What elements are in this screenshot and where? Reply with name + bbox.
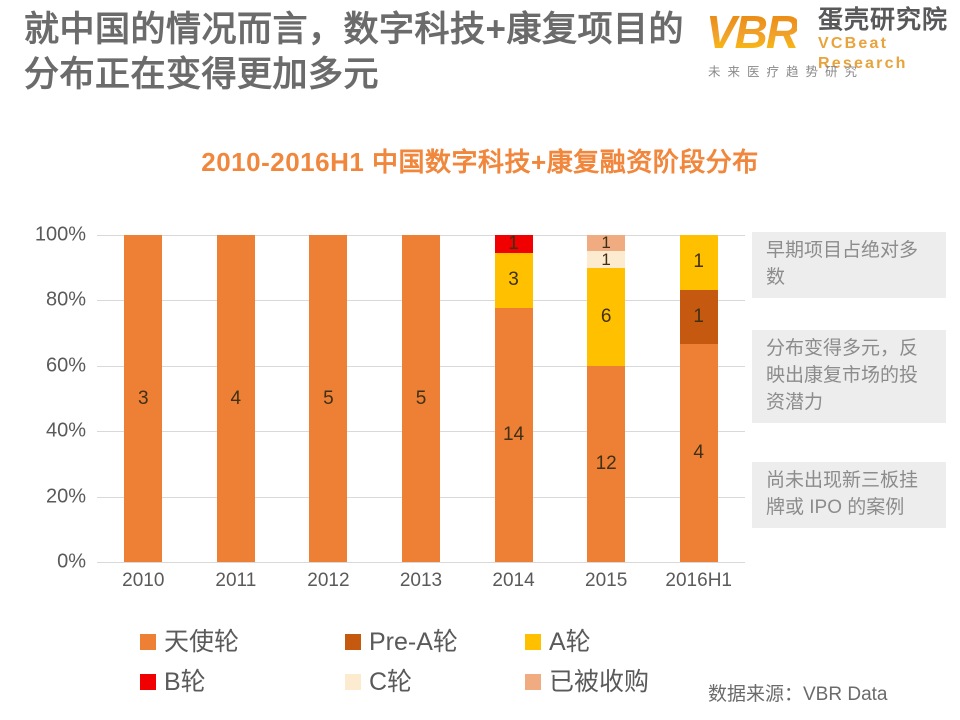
annotation-diversification: 分布变得多元，反映出康复市场的投资潜力 [752,330,946,423]
legend-swatch-icon [345,674,361,690]
legend-item[interactable]: Pre-A轮 [345,627,458,656]
bar-segment[interactable]: 5 [402,235,440,562]
legend-swatch-icon [525,634,541,650]
x-axis-tick-label: 2012 [307,570,350,591]
bar-segment[interactable]: 4 [216,235,255,562]
legend-row: B轮 C轮 已被收购 [140,662,700,702]
x-axis-tick-label: 2013 [399,570,443,591]
bar-stack[interactable]: 14 3 1 [494,233,533,562]
vbr-logo: VBR 蛋壳研究院 VCBeat Research 未来医疗趋势研究 [706,6,954,82]
y-axis-tick-label: 0% [57,550,86,573]
legend-label: 天使轮 [164,627,240,656]
legend-label: B轮 [164,667,206,696]
annotation-no-ipo: 尚未出现新三板挂牌或 IPO 的案例 [752,462,946,528]
x-axis-tick-label: 2011 [215,570,257,591]
legend-swatch-icon [140,674,156,690]
bar-segment[interactable]: 14 [494,307,533,562]
bar-segment[interactable]: 1 [587,250,626,269]
bar-segment[interactable]: 1 [494,233,533,254]
legend-label: 已被收购 [549,667,650,696]
page-title: 就中国的情况而言，数字科技+康复项目的分布正在变得更加多元 [24,10,684,94]
legend-row: 天使轮 Pre-A轮 A轮 [140,622,700,662]
legend-label: C轮 [369,667,413,696]
legend-swatch-icon [140,634,156,650]
chart-gridline [97,562,745,563]
bar-segment[interactable]: 1 [587,233,626,252]
logo-name-en: VCBeat Research [818,35,908,72]
legend-item[interactable]: A轮 [525,627,591,656]
logo-name-cn: 蛋壳研究院 [818,6,949,34]
data-source-label: 数据来源：VBR Data [708,684,888,705]
y-axis-tick-label: 100% [34,223,86,246]
bar-stack[interactable]: 5 [309,235,348,562]
y-axis-tick-label: 20% [45,485,86,508]
chart-title: 2010-2016H1 中国数字科技+康复融资阶段分布 [201,147,759,177]
chart-legend: 天使轮 Pre-A轮 A轮 B轮 C轮 已被收购 [140,622,700,702]
y-axis: 0% 20% 40% 60% 80% 100% [0,224,86,573]
bar-stack[interactable]: 4 [216,235,255,562]
annotation-early-stage: 早期项目占绝对多数 [752,232,946,298]
legend-label: A轮 [549,627,591,656]
bar-stack[interactable]: 5 [402,235,440,562]
bar-segment[interactable]: 12 [587,365,626,562]
legend-swatch-icon [525,674,541,690]
bar-segment[interactable]: 1 [679,289,718,344]
y-axis-tick-label: 60% [45,354,86,377]
bar-segment[interactable]: 5 [309,235,348,562]
x-axis-tick-label: 2010 [122,570,165,591]
legend-item[interactable]: B轮 [140,667,206,696]
legend-item[interactable]: 天使轮 [140,627,240,656]
y-axis-tick-label: 40% [45,419,86,442]
bar-segment[interactable]: 3 [494,253,533,308]
logo-main-row: VBR 蛋壳研究院 VCBeat Research [706,6,954,72]
bar-segment[interactable]: 4 [679,344,718,562]
x-axis-tick-label: 2016H1 [665,570,732,591]
x-axis-tick-label: 2014 [492,570,535,591]
chart-plot-area: 3 4 5 5 14 3 1 12 6 1 1 4 1 1 [97,233,745,563]
legend-item[interactable]: 已被收购 [525,667,650,696]
x-axis-tick-label: 2015 [585,570,628,591]
bar-segment[interactable]: 3 [124,235,163,562]
legend-label: Pre-A轮 [369,627,458,656]
logo-mark-text: VBR [706,6,799,58]
bar-stack[interactable]: 3 [124,235,163,562]
logo-tagline: 未来医疗趋势研究 [708,65,865,79]
bar-segment[interactable]: 6 [587,267,626,366]
bar-segment[interactable]: 1 [679,235,718,290]
y-axis-tick-label: 80% [45,288,86,311]
bar-stack[interactable]: 12 6 1 1 [587,233,626,562]
legend-item[interactable]: C轮 [345,667,413,696]
legend-swatch-icon [345,634,361,650]
